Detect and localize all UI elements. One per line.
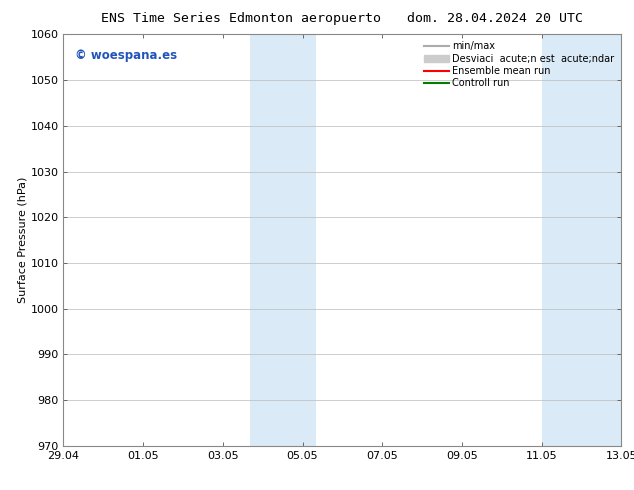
Text: ENS Time Series Edmonton aeropuerto: ENS Time Series Edmonton aeropuerto <box>101 12 381 25</box>
Text: dom. 28.04.2024 20 UTC: dom. 28.04.2024 20 UTC <box>406 12 583 25</box>
Y-axis label: Surface Pressure (hPa): Surface Pressure (hPa) <box>18 177 28 303</box>
Bar <box>250 34 316 446</box>
Text: © woespana.es: © woespana.es <box>75 49 177 62</box>
Legend: min/max, Desviaci  acute;n est  acute;ndar, Ensemble mean run, Controll run: min/max, Desviaci acute;n est acute;ndar… <box>422 39 616 90</box>
Bar <box>541 34 621 446</box>
